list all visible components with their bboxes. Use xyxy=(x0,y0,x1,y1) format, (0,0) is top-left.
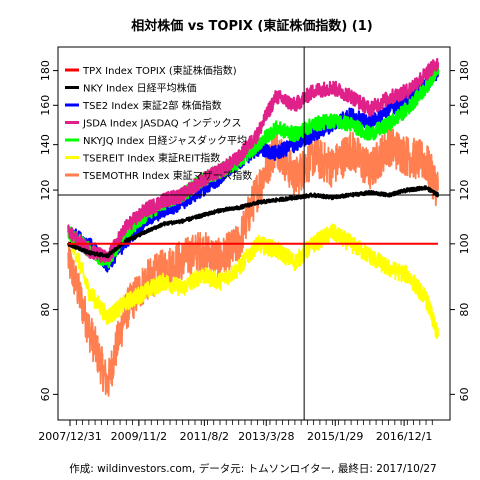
y-tick-label-right-1: 80 xyxy=(458,303,471,317)
y-tick-label-left-2: 100 xyxy=(39,233,52,254)
y-tick-label-left-5: 160 xyxy=(39,95,52,116)
y-tick-label-left-4: 140 xyxy=(39,134,52,155)
chart-title: 相対株価 vs TOPIX (東証株価指数) (1) xyxy=(131,18,372,34)
x-tick-label-2: 2011/8/2 xyxy=(180,430,229,443)
legend-label-4: NKYJQ Index 日経ジャスダック平均 xyxy=(83,134,247,147)
legend-label-0: TPX Index TOPIX (東証株価指数) xyxy=(82,64,237,77)
series-line-1 xyxy=(67,185,440,259)
chart-caption: 作成: wildinvestors.com, データ元: トムソンロイター, 最… xyxy=(69,462,436,475)
legend-label-2: TSE2 Index 東証2部 株価指数 xyxy=(82,99,222,112)
x-tick-label-1: 2009/11/2 xyxy=(111,430,167,443)
series-line-5 xyxy=(67,223,439,340)
y-tick-label-right-4: 140 xyxy=(458,134,471,155)
x-tick-label-5: 2016/12/1 xyxy=(376,430,432,443)
y-tick-label-right-5: 160 xyxy=(458,95,471,116)
series-line-3 xyxy=(67,57,440,264)
legend-label-1: NKY Index 日経平均株価 xyxy=(83,82,197,95)
plot-layer xyxy=(58,47,450,420)
y-tick-label-left-6: 180 xyxy=(39,60,52,81)
y-tick-label-left-3: 120 xyxy=(39,180,52,201)
plot-frame xyxy=(57,46,451,421)
y-tick-label-right-3: 120 xyxy=(458,180,471,201)
legend-label-6: TSEMOTHR Index 東証マザーズ指数 xyxy=(82,169,252,182)
legend-label-3: JSDA Index JASDAQ インデックス xyxy=(82,117,241,130)
y-tick-label-right-0: 60 xyxy=(458,387,471,401)
x-tick-label-4: 2015/1/29 xyxy=(307,430,363,443)
legend: TPX Index TOPIX (東証株価指数) NKY Index 日経平均株価… xyxy=(65,64,252,182)
x-tick-label-3: 2013/3/28 xyxy=(238,430,294,443)
legend-label-5: TSEREIT Index 東証REIT指数 xyxy=(82,152,220,165)
axis-layer: 60 60 80 80 100 100 120 120 140 140 160 160 180 180 20… xyxy=(38,46,471,443)
y-tick-label-left-0: 60 xyxy=(39,387,52,401)
y-tick-label-left-1: 80 xyxy=(39,303,52,317)
y-tick-label-right-2: 100 xyxy=(458,233,471,254)
y-tick-label-right-6: 180 xyxy=(458,60,471,81)
x-tick-label-0: 2007/12/31 xyxy=(38,430,101,443)
